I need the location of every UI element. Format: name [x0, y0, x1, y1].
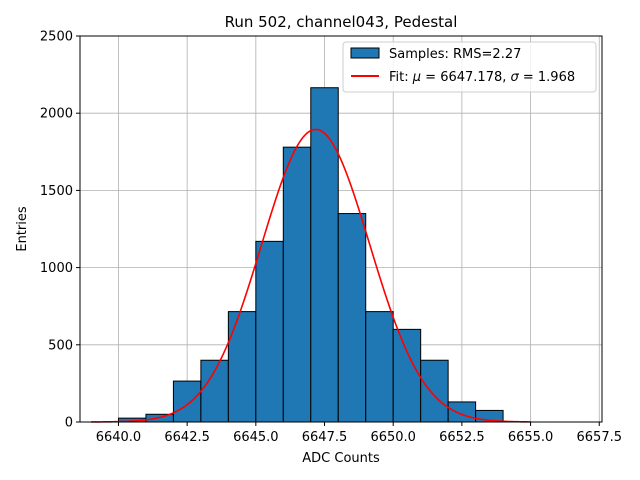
histogram-bar	[255, 240, 284, 423]
histogram-bar	[282, 146, 312, 423]
legend-fit-prefix: Fit:	[389, 70, 413, 85]
legend-histogram-swatch	[350, 47, 380, 59]
x-tick-label: 6647.5	[302, 430, 348, 445]
histogram-bar	[392, 328, 422, 423]
legend-box	[342, 41, 597, 93]
histogram-bar	[227, 311, 257, 423]
x-tick-label: 6640.0	[96, 430, 142, 445]
x-tick-label: 6645.0	[233, 430, 279, 445]
y-tick-label: 2500	[40, 30, 73, 45]
x-tick-label: 6657.5	[577, 430, 623, 445]
legend: Samples: RMS=2.27 Fit: μ = 6647.178, σ =…	[342, 41, 597, 93]
x-axis-ticks: 6640.0 6642.5 6645.0 6647.5 6650.0 6652.5 6655…	[96, 422, 622, 445]
histogram-bar	[310, 87, 339, 423]
legend-histogram-label: Samples: RMS=2.27	[389, 47, 521, 62]
x-axis-label: ADC Counts	[302, 451, 380, 466]
histogram-bar	[447, 401, 477, 423]
histogram-bars	[117, 87, 504, 423]
y-tick-label: 0	[65, 416, 73, 431]
x-tick-label: 6650.0	[370, 430, 416, 445]
y-axis-label: Entries	[15, 206, 30, 252]
histogram-bar	[365, 311, 394, 423]
y-tick-label: 2000	[40, 107, 73, 122]
axes-frame	[79, 35, 603, 423]
histogram-bar	[420, 359, 449, 423]
chart-title: Run 502, channel043, Pedestal	[225, 13, 458, 31]
legend-fit-sigma-symbol: σ	[511, 70, 520, 85]
y-tick-label: 1500	[40, 184, 73, 199]
y-tick-label: 500	[48, 338, 73, 353]
x-tick-label: 6655.0	[508, 430, 554, 445]
fit-curve	[90, 128, 531, 423]
histogram-bar	[172, 380, 202, 423]
legend-fit-label: Fit: μ = 6647.178, σ = 1.968	[389, 70, 575, 85]
y-tick-label: 1000	[40, 261, 73, 276]
legend-fit-sigma-value: = 1.968	[519, 70, 575, 85]
fit-curve-group	[90, 128, 531, 423]
y-axis-ticks: 0 500 1000 1500 2000 2500	[40, 30, 80, 431]
legend-fit-mu-value: = 6647.178,	[421, 70, 510, 85]
x-tick-label: 6642.5	[164, 430, 210, 445]
histogram-bar	[337, 213, 367, 423]
x-tick-label: 6652.5	[439, 430, 485, 445]
legend-fit-mu-symbol: μ	[412, 70, 421, 85]
